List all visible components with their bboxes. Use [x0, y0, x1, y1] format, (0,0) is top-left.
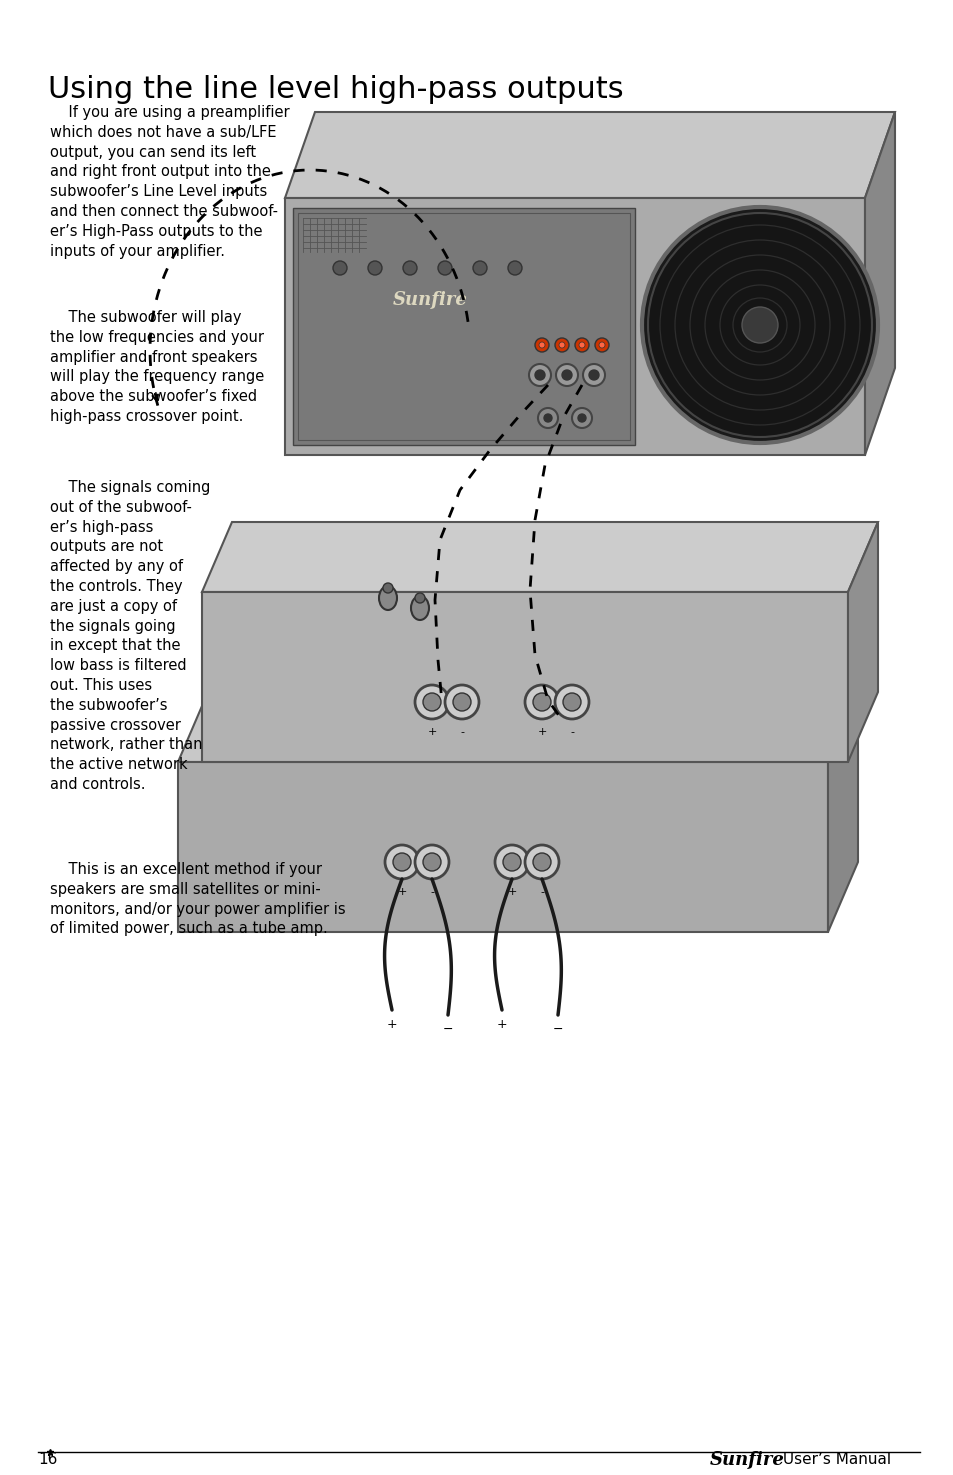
Text: +: +: [537, 727, 546, 738]
Circle shape: [368, 261, 381, 274]
Circle shape: [575, 338, 588, 353]
Text: User’s Manual: User’s Manual: [778, 1453, 890, 1468]
Circle shape: [561, 370, 572, 381]
Circle shape: [588, 370, 598, 381]
Circle shape: [473, 261, 486, 274]
Circle shape: [422, 853, 440, 872]
Circle shape: [578, 342, 584, 348]
Text: -: -: [459, 727, 463, 738]
Ellipse shape: [378, 586, 396, 611]
Circle shape: [453, 693, 471, 711]
Circle shape: [524, 845, 558, 879]
Circle shape: [524, 684, 558, 718]
Ellipse shape: [411, 596, 429, 620]
Circle shape: [382, 583, 393, 593]
Polygon shape: [285, 112, 894, 198]
Text: Using the line level high-pass outputs: Using the line level high-pass outputs: [48, 75, 623, 105]
Circle shape: [558, 342, 564, 348]
Circle shape: [415, 593, 424, 603]
Polygon shape: [285, 198, 864, 454]
Circle shape: [562, 693, 580, 711]
Polygon shape: [202, 522, 877, 591]
Circle shape: [444, 684, 478, 718]
Text: The signals coming
out of the subwoof-
er’s high-pass
outputs are not
affected b: The signals coming out of the subwoof- e…: [50, 479, 211, 792]
Polygon shape: [178, 763, 827, 932]
Text: Sunfire: Sunfire: [709, 1451, 784, 1469]
Text: +: +: [386, 1018, 396, 1031]
Circle shape: [422, 693, 440, 711]
Circle shape: [538, 342, 544, 348]
Circle shape: [393, 853, 411, 872]
Circle shape: [556, 364, 578, 386]
Circle shape: [415, 845, 449, 879]
Polygon shape: [827, 692, 857, 932]
Text: +: +: [497, 1018, 507, 1031]
Circle shape: [437, 261, 452, 274]
Circle shape: [529, 364, 551, 386]
Circle shape: [535, 338, 548, 353]
Circle shape: [555, 684, 588, 718]
Circle shape: [598, 342, 604, 348]
Text: -: -: [569, 727, 574, 738]
Text: +: +: [507, 886, 517, 897]
Circle shape: [647, 212, 871, 437]
Circle shape: [533, 693, 551, 711]
Circle shape: [415, 684, 449, 718]
Circle shape: [385, 845, 418, 879]
Polygon shape: [293, 208, 635, 445]
Circle shape: [741, 307, 778, 344]
Circle shape: [333, 261, 347, 274]
Circle shape: [535, 370, 544, 381]
Text: The subwoofer will play
the low frequencies and your
amplifier and front speaker: The subwoofer will play the low frequenc…: [50, 310, 264, 423]
Circle shape: [578, 414, 585, 422]
Text: This is an excellent method if your
speakers are small satellites or mini-
monit: This is an excellent method if your spea…: [50, 861, 345, 937]
Text: 16: 16: [38, 1453, 57, 1468]
Text: -: -: [539, 886, 543, 897]
Circle shape: [595, 338, 608, 353]
Circle shape: [572, 409, 592, 428]
Text: If you are using a preamplifier
which does not have a sub/LFE
output, you can se: If you are using a preamplifier which do…: [50, 105, 290, 258]
Circle shape: [582, 364, 604, 386]
Text: −: −: [552, 1024, 562, 1035]
Polygon shape: [847, 522, 877, 763]
Polygon shape: [864, 112, 894, 454]
Polygon shape: [202, 591, 847, 763]
Circle shape: [533, 853, 551, 872]
Circle shape: [502, 853, 520, 872]
Circle shape: [507, 261, 521, 274]
Polygon shape: [178, 692, 857, 763]
Circle shape: [555, 338, 568, 353]
Circle shape: [495, 845, 529, 879]
Text: -: -: [430, 886, 434, 897]
Text: −: −: [442, 1024, 453, 1035]
Text: +: +: [396, 886, 406, 897]
Text: +: +: [427, 727, 436, 738]
Circle shape: [543, 414, 552, 422]
Circle shape: [537, 409, 558, 428]
Circle shape: [641, 207, 877, 442]
Text: Sunfire: Sunfire: [392, 291, 467, 308]
Circle shape: [402, 261, 416, 274]
